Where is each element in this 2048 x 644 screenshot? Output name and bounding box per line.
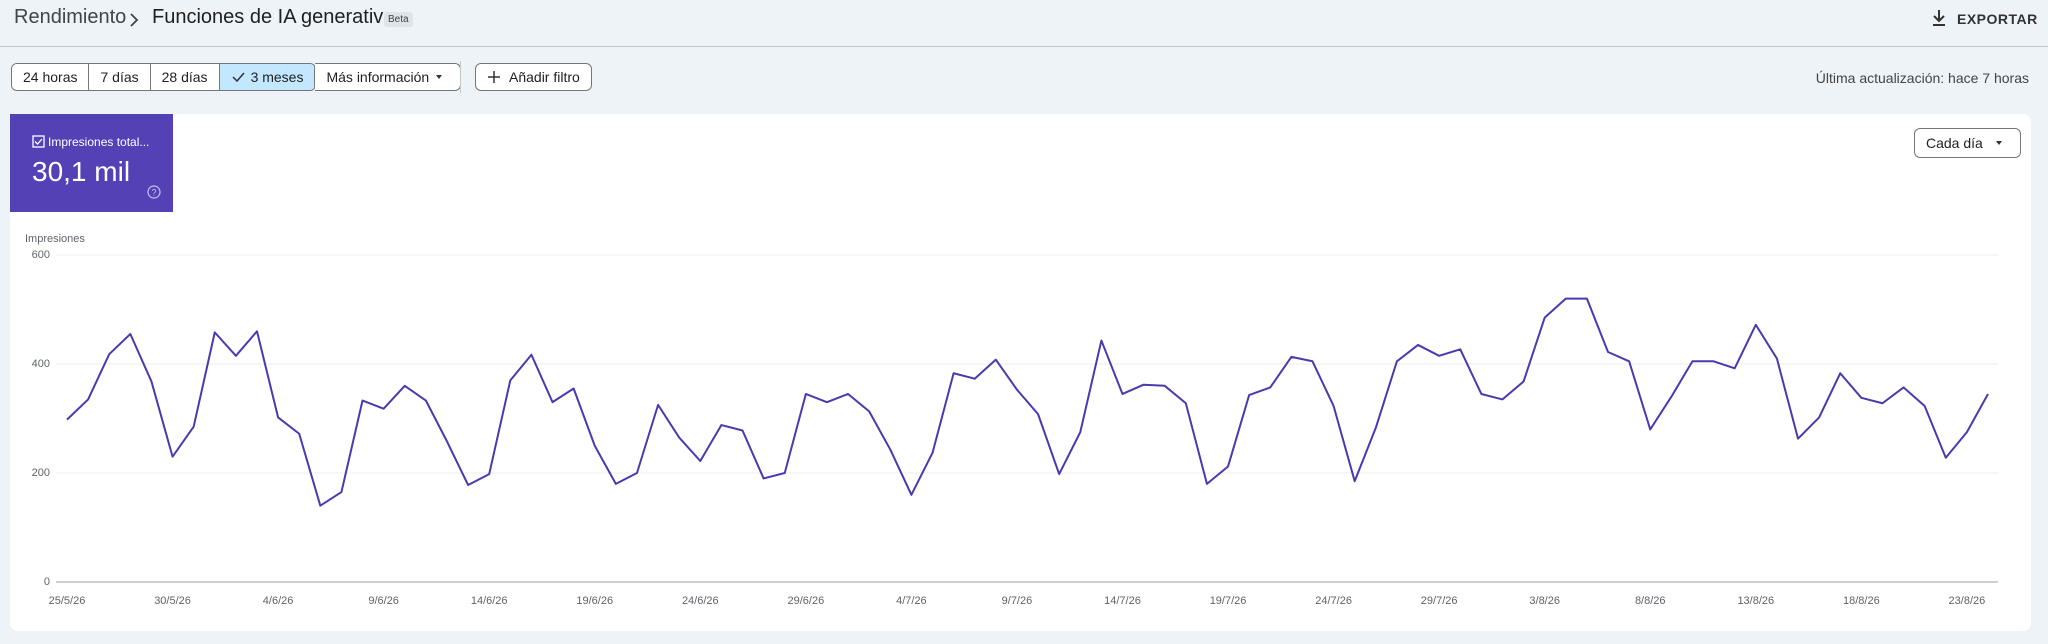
- range-label: 7 días: [100, 69, 139, 85]
- x-tick-label: 8/8/26: [1635, 595, 1666, 607]
- x-tick-label: 24/7/26: [1315, 595, 1352, 607]
- chart-panel: [10, 114, 2031, 631]
- plus-icon: [488, 71, 500, 83]
- granularity-select[interactable]: Cada día: [1914, 128, 2021, 158]
- x-tick-label: 4/6/26: [263, 595, 294, 607]
- y-axis-label: Impresiones: [25, 233, 85, 245]
- x-tick-label: 18/8/26: [1843, 595, 1880, 607]
- x-tick-label: 3/8/26: [1529, 595, 1560, 607]
- page-title: Funciones de IA generativa: [152, 6, 395, 28]
- metric-card[interactable]: Impresiones total... 30,1 mil ?: [10, 114, 173, 212]
- x-tick-label: 24/6/26: [682, 595, 719, 607]
- last-update: Última actualización: hace 7 horas: [1815, 70, 2029, 86]
- more-label: Más información: [326, 69, 430, 85]
- range-button[interactable]: 24 horas: [12, 64, 90, 90]
- x-tick-label: 4/7/26: [896, 595, 927, 607]
- range-button[interactable]: 3 meses: [219, 64, 316, 90]
- y-tick-label: 600: [32, 249, 50, 261]
- metric-label: Impresiones total...: [48, 135, 150, 149]
- export-icon: [1933, 10, 1945, 26]
- line-series: [66, 297, 1989, 507]
- x-tick-label: 9/6/26: [368, 595, 399, 607]
- checkbox: [32, 135, 45, 148]
- x-tick-label: 25/5/26: [49, 595, 86, 607]
- x-tick-label: 23/8/26: [1949, 595, 1986, 607]
- x-tick-label: 29/6/26: [787, 595, 824, 607]
- range-label: 28 días: [161, 69, 208, 85]
- range-button[interactable]: 28 días: [150, 64, 220, 90]
- y-tick-label: 200: [32, 467, 50, 479]
- chevron: [130, 13, 139, 27]
- caret: [436, 75, 443, 79]
- x-tick-label: 14/7/26: [1104, 595, 1141, 607]
- x-tick-label: 29/7/26: [1421, 595, 1458, 607]
- export-button[interactable]: EXPORTAR: [1957, 11, 2038, 27]
- y-tick-label: 0: [44, 576, 50, 588]
- divider: [0, 46, 2048, 47]
- granularity-label: Cada día: [1926, 135, 1983, 151]
- help-icon: ?: [147, 185, 161, 199]
- metric-value: 30,1 mil: [32, 156, 131, 187]
- x-tick-label: 14/6/26: [471, 595, 508, 607]
- range-label: 3 meses: [250, 69, 304, 85]
- y-tick-label: 400: [32, 358, 50, 370]
- x-tick-label: 9/7/26: [1002, 595, 1033, 607]
- filter-button[interactable]: Añadir filtro: [475, 63, 592, 91]
- beta-badge: Beta: [384, 12, 413, 27]
- caret: [1995, 141, 2002, 145]
- range-button[interactable]: 7 días: [89, 64, 151, 90]
- x-tick-label: 13/8/26: [1737, 595, 1774, 607]
- svg-text:?: ?: [151, 187, 156, 197]
- breadcrumb[interactable]: Rendimiento: [14, 6, 127, 28]
- x-tick-label: 19/7/26: [1210, 595, 1247, 607]
- more-button[interactable]: Más información: [315, 63, 462, 91]
- range-label: 24 horas: [23, 69, 78, 85]
- x-tick-label: 19/6/26: [576, 595, 613, 607]
- x-tick-label: 30/5/26: [154, 595, 191, 607]
- range-group: 24 horas 7 días 28 días 3 meses: [11, 63, 317, 91]
- check-icon: [232, 72, 245, 83]
- separator: [460, 61, 461, 93]
- filter-label: Añadir filtro: [509, 69, 580, 85]
